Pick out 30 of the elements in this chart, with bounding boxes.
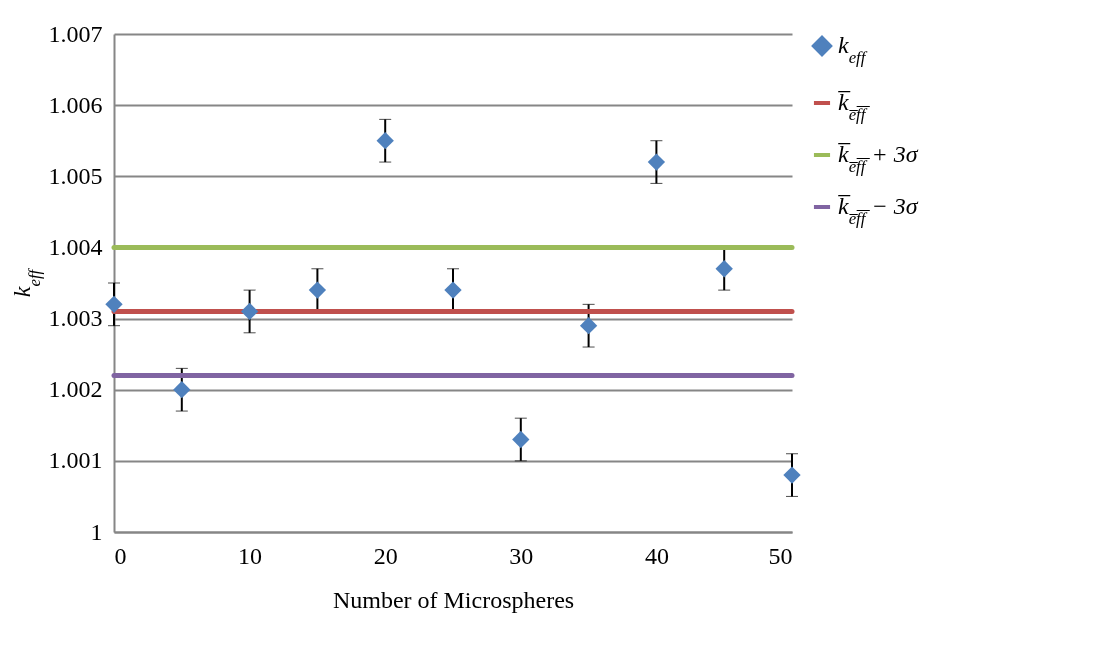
legend-label: k$_{eff}$ xyxy=(838,32,868,67)
x-tick-label: 0 xyxy=(114,542,127,569)
y-tick-label: 1.004 xyxy=(48,233,103,260)
y-tick-label: 1 xyxy=(90,518,103,545)
x-axis-title: Number of Microspheres xyxy=(332,586,575,613)
point xyxy=(783,466,801,484)
y-tick-label: 1.001 xyxy=(48,447,103,474)
point xyxy=(376,132,394,150)
y-tick-label: 1.002 xyxy=(48,376,103,403)
point xyxy=(308,281,327,299)
legend-label: k̅$_{e̅f̅f̅}$ xyxy=(838,89,871,124)
point xyxy=(715,260,733,278)
y-tick-label: 1.003 xyxy=(48,305,103,332)
point xyxy=(647,153,666,171)
point xyxy=(444,281,462,299)
point xyxy=(579,317,598,335)
y-tick-label: 1.005 xyxy=(48,162,103,189)
y-tick-label: 1.006 xyxy=(48,91,103,118)
point xyxy=(512,430,530,449)
point xyxy=(173,381,191,399)
point xyxy=(240,302,259,321)
legend-label: k̅$_{e̅f̅f̅}$ − 3σ xyxy=(838,193,919,228)
x-tick-label: 50 xyxy=(768,542,793,569)
x-tick-label: 30 xyxy=(509,542,534,569)
x-tick-label: 20 xyxy=(373,542,398,569)
y-tick-label: 1.007 xyxy=(48,20,103,47)
legend-label: k̅$_{e̅f̅f̅}$ + 3σ xyxy=(838,141,919,176)
x-tick-label: 40 xyxy=(644,542,669,569)
x-tick-label: 10 xyxy=(238,542,263,569)
point xyxy=(105,295,123,313)
